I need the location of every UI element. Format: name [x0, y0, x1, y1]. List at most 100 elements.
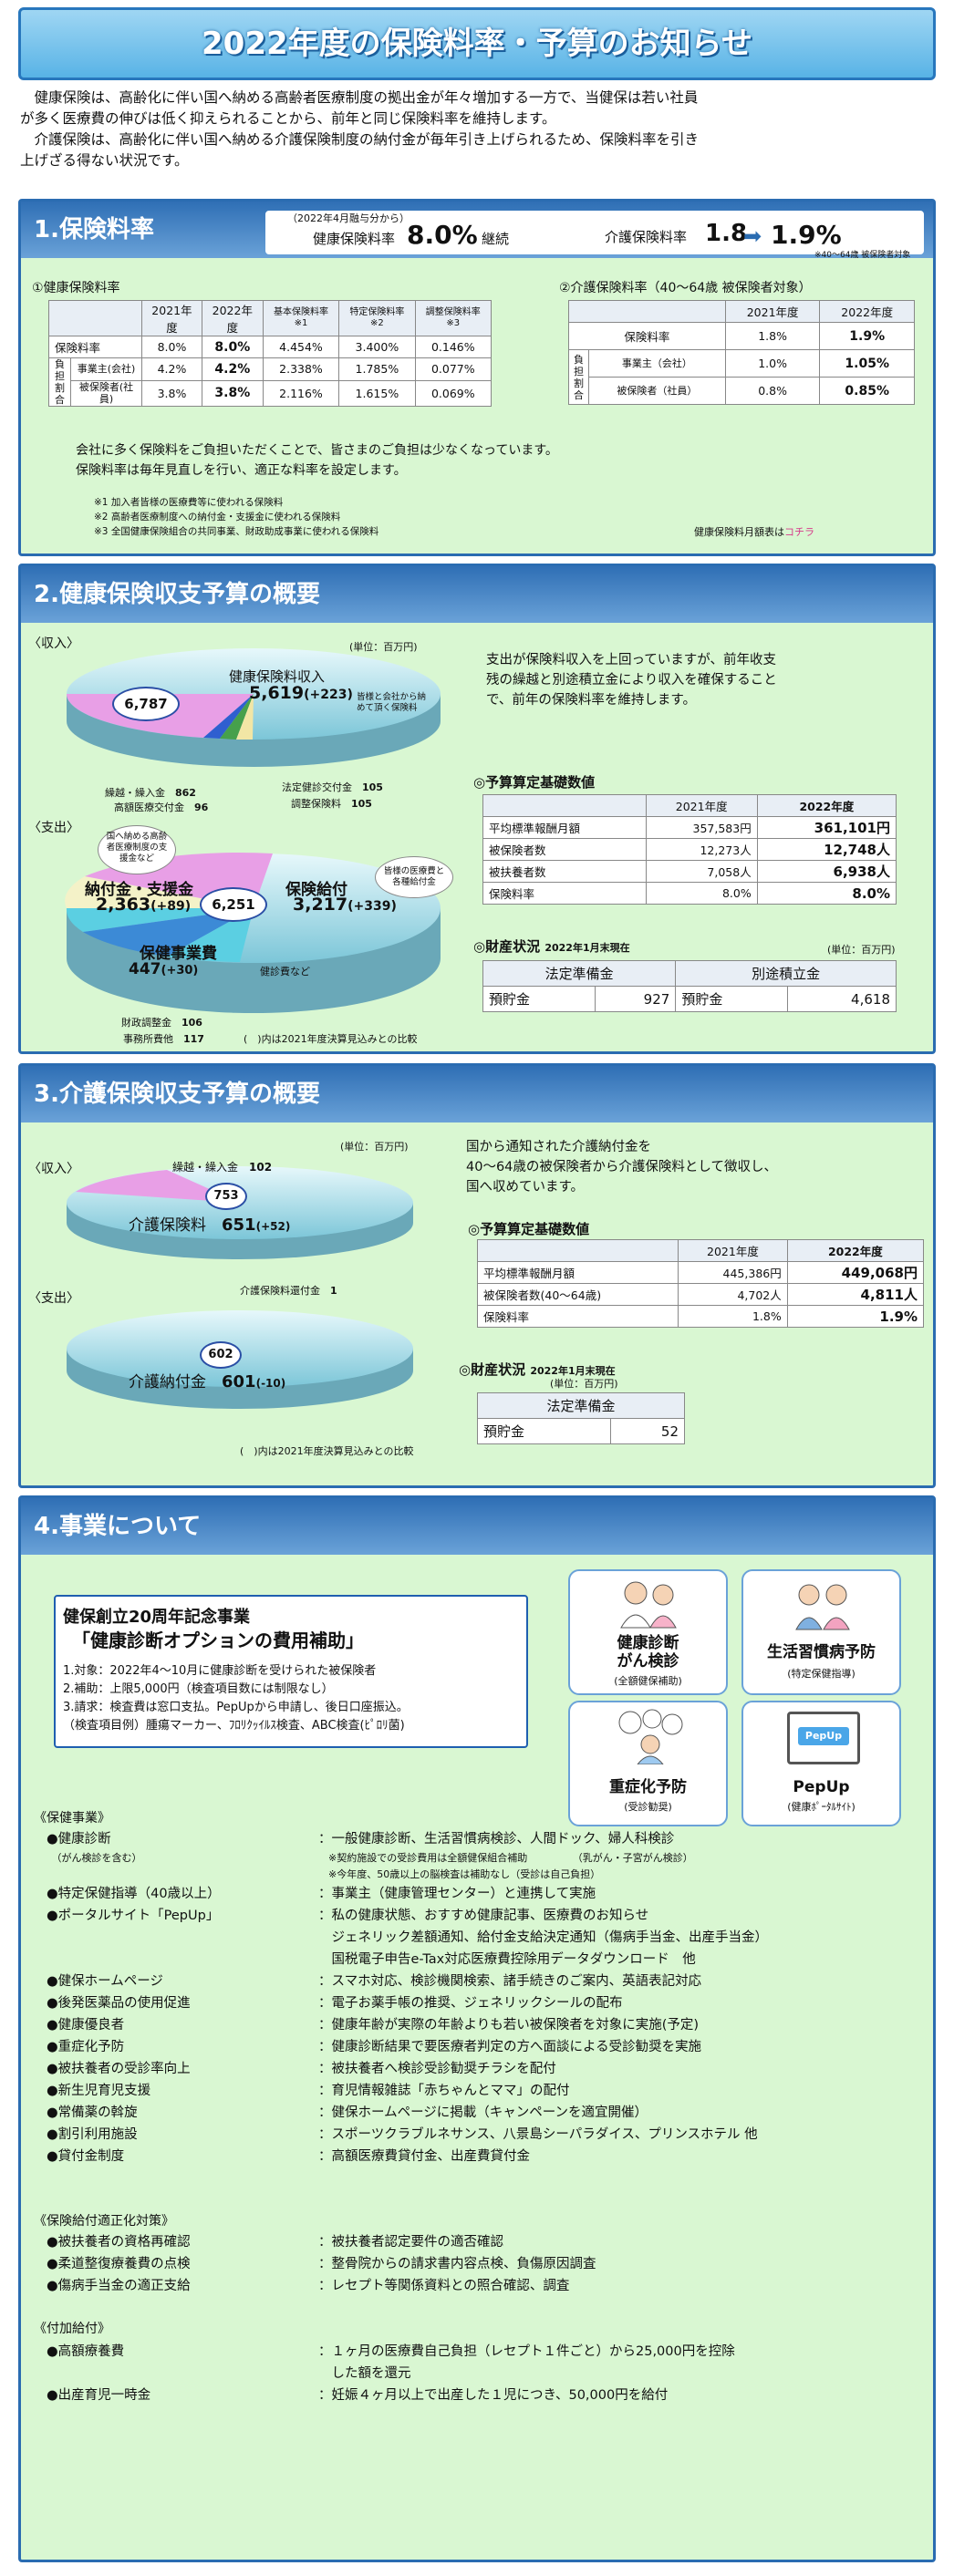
- item-key: ●出産育児一時金: [47, 2388, 151, 2403]
- additional-benefits-title: 《付加給付》: [34, 2322, 110, 2336]
- item-key: （がん検診を含む）: [47, 1852, 142, 1864]
- severity-prevention-card: 重症化予防 (受診勧奨): [568, 1701, 728, 1826]
- health-projects-title: 《保健事業》: [34, 1811, 110, 1826]
- kaigo-rate-note: ※40～64歳 被保険者対象: [814, 251, 911, 260]
- rate-note-1: 会社に多く保険料をご負担いただくことで、皆さまのご負担は少なくなっています。: [76, 443, 558, 458]
- item-value: ：高額医療費貸付金、出産費貸付金: [318, 2149, 530, 2164]
- item-value: ：健康診断結果で要医療者判定の方へ面談による受診勧奨を実施: [318, 2040, 702, 2054]
- item-value: ：私の健康状態、おすすめ健康記事、医療費のお知らせ: [318, 1909, 649, 1923]
- kenpo-rate-value: 8.0%: [407, 220, 478, 250]
- section-3-title: 3.介護保険収支予算の概要: [21, 1066, 933, 1122]
- kenpo-table-title: ①健康保険料率: [32, 281, 120, 295]
- kaigo-finance-table: 法定準備金 預貯金 52: [476, 1392, 685, 1444]
- anniversary-box: 健保創立20周年記念事業 「健康診断オプションの費用補助」 1.対象：2022年…: [54, 1595, 528, 1748]
- item-value: した額を還元: [318, 2366, 411, 2381]
- item-value: ：事業主（健康管理センター）と連携して実施: [318, 1887, 596, 1901]
- kaigo-table-title: ②介護保険料率（40～64歳 被保険者対象）: [559, 281, 812, 295]
- kaigo-basis-table: 2021年度 2022年度 平均標準報酬月額 445,386円 449,068円 被保…: [476, 1239, 925, 1328]
- kenpo-rate-note: 継続: [482, 231, 510, 247]
- footnote: ※3 全国健康保険組合の共同事業、財政助成事業に使われる保険料: [94, 526, 379, 537]
- rate-period: （2022年4月融与分から）: [287, 212, 410, 224]
- item-value: ジェネリック差額通知、給付金支給決定通知（傷病手当金、出産手当金）: [318, 1930, 768, 1945]
- item-value: ：健康年齢が実際の年齢よりも若い被保険者を対象に実施(予定): [318, 2018, 700, 2033]
- section-insurance-rates: 1.保険料率 （2022年4月融与分から） 健康保険料率 8.0% 継続 介護保…: [18, 199, 936, 556]
- item-value: ：スポーツクラブルネサンス、八景島シーパラダイス、プリンスホテル 他: [318, 2127, 758, 2142]
- item-value: ：一般健康診断、生活習慣病検診、人間ドック、婦人科検診: [318, 1832, 675, 1847]
- item-value: ：整骨院からの請求書内容点検、負傷原因調査: [318, 2257, 596, 2271]
- item-key: ●被扶養者の資格再確認: [47, 2235, 191, 2250]
- item-value: ：スマホ対応、検診機関検索、諸手続きのご案内、英語表記対応: [318, 1974, 702, 1989]
- item-key: ●常備薬の斡旋: [47, 2105, 138, 2120]
- link-prefix: 健康保険料月額表は: [694, 526, 784, 538]
- kenpo-expense-c: 保健事業費: [140, 945, 217, 963]
- compare-note: ( )内は2021年度決算見込みとの比較: [244, 1033, 418, 1045]
- item-key: ●特定保健指導（40歳以上）: [47, 1887, 221, 1901]
- item-key: ●ポータルサイト「PepUp」: [47, 1909, 220, 1923]
- basis-title: ◎予算算定基礎数値: [473, 774, 596, 791]
- item-key: ●被扶養者の受診率向上: [47, 2062, 191, 2076]
- item-value: ※契約施設での受診費用は全額健保組合補助 （乳がん・子宮がん検診）: [318, 1852, 693, 1864]
- kenpo-income-main: 健康保険料収入: [229, 668, 326, 685]
- kenpo-expense-total: 6,251: [200, 887, 267, 922]
- kenpo-income-total: 6,787: [112, 687, 180, 721]
- item-key: ●健康診断: [47, 1832, 111, 1847]
- kenpo-income-main-diff: (+223): [304, 688, 353, 702]
- kenpo-expense-b: 保険給付: [285, 881, 347, 899]
- unit-label: (単位：百万円): [349, 641, 418, 653]
- benefit-control-title: 《保険給付適正化対策》: [34, 2214, 174, 2229]
- kenpo-rate-label: 健康保険料率: [313, 231, 396, 247]
- doctor-nurse-icon: [620, 1581, 677, 1629]
- expense-label: 〈支出〉: [28, 821, 79, 835]
- item-key: ●後発医薬品の使用促進: [47, 1996, 191, 2011]
- kenpo-rate-table: 2021年度 2022年度 基本保険料率※1 特定保険料率※2 調整保険料率※3 保険料…: [47, 300, 493, 408]
- kenpo-basis-table: 2021年度 2022年度 平均標準報酬月額 357,583円 361,101円 被保…: [482, 794, 897, 905]
- kenpo-expense-c-note: 健診費など: [260, 966, 310, 978]
- monthly-table-link[interactable]: 健康保険料月額表はコチラ: [694, 524, 814, 539]
- kenpo-expense-b-note: 皆様の医療費と各種給付金: [375, 856, 453, 898]
- item-key: ●新生児育児支援: [47, 2084, 151, 2098]
- kaigo-rate-old: 1.8: [705, 220, 748, 247]
- item-value: ：育児情報雑誌「赤ちゃんとママ」の配付: [318, 2084, 570, 2098]
- footnote: ※2 高齢者医療制度への納付金・支援金に使われる保険料: [94, 512, 341, 522]
- item-value: ：妊娠４ヶ月以上で出産した１児につき、50,000円を給付: [318, 2388, 669, 2403]
- kaigo-rate-table: 2021年度 2022年度 保険料率 1.8% 1.9% 負担割合 事業主（会社） 1.0…: [568, 300, 915, 405]
- footnote: ※1 加入者皆様の医療費等に使われる保険料: [94, 497, 284, 508]
- kenpo-finance-table: 法定準備金 別途積立金 預貯金 927 預貯金 4,618: [482, 960, 897, 1012]
- intro-line: 介護保険は、高齢化に伴い国へ納める介護保険制度の納付金が毎年引き上げられるため、…: [20, 131, 700, 148]
- item-value: ：１ヶ月の医療費自己負担（レセプト１件ごと）から25,000円を控除: [318, 2344, 735, 2359]
- kaigo-rate-new: 1.9%: [771, 220, 842, 250]
- medical-check-icon: [618, 1709, 683, 1764]
- checkup-card: 健康診断 がん検診 (全額健保補助): [568, 1569, 728, 1695]
- page-title: 2022年度の保険料率・予算のお知らせ: [18, 7, 936, 80]
- arrow-right-icon: ➡: [743, 223, 762, 249]
- consultation-icon: [795, 1584, 850, 1630]
- intro-text: 健康保険は、高齢化に伴い国へ納める高齢者医療制度の拠出金が年々増加する一方で、当…: [20, 88, 932, 171]
- item-key: ●高額療養費: [47, 2344, 125, 2359]
- kenpo-income-main-val: 5,619: [249, 683, 305, 703]
- section-4-title: 4.事業について: [21, 1498, 933, 1555]
- pepup-card[interactable]: PepUp PepUp (健康ﾎﾟｰﾀﾙｻｲﾄ): [741, 1701, 901, 1826]
- item-key: ●重症化予防: [47, 2040, 125, 2054]
- item-value: ：健保ホームページに掲載（キャンペーンを適宜開催）: [318, 2105, 648, 2120]
- item-key: ●健康優良者: [47, 2018, 125, 2033]
- kenpo-expense-a: 納付金・支援金: [85, 881, 193, 899]
- link-word[interactable]: コチラ: [784, 526, 814, 538]
- kaigo-income-total: 753: [205, 1183, 247, 1210]
- rate-note-2: 保険料率は毎年見直しを行い、適正な料率を設定します。: [76, 463, 407, 478]
- section-kenpo-budget: 2.健康保険収支予算の概要 〈収入〉 (単位：百万円) 6,787 健康保険料収…: [18, 564, 936, 1054]
- rate-summary-box: （2022年4月融与分から） 健康保険料率 8.0% 継続 介護保険料率 1.8…: [265, 211, 924, 260]
- lifestyle-card: 生活習慣病予防 (特定保健指導): [741, 1569, 901, 1695]
- item-value: ：被扶養者認定要件の適否確認: [318, 2235, 503, 2250]
- item-value: ：レセプト等関係資料との照合確認、調査: [318, 2279, 570, 2293]
- intro-line: 健康保険は、高齢化に伴い国へ納める高齢者医療制度の拠出金が年々増加する一方で、当…: [20, 89, 699, 106]
- item-value: ：電子お薬手帳の推奨、ジェネリックシールの配布: [318, 1996, 623, 2011]
- intro-line: 上げざる得ない状況です。: [20, 152, 189, 169]
- kaigo-income-label: 〈収入〉: [28, 1162, 79, 1176]
- item-value: ※今年度、50歳以上の脳検査は補助なし（受診は自己負担）: [318, 1868, 601, 1880]
- intro-line: が多く医療費の伸びは低く抑えられることから、前年と同じ保険料率を維持します。: [20, 110, 556, 127]
- kenpo-income-note: 皆様と会社から納めて頂く保険料: [357, 692, 427, 713]
- kaigo-expense-label: 〈支出〉: [28, 1291, 79, 1306]
- item-key: ●貸付金制度: [47, 2149, 125, 2164]
- section-kaigo-budget: 3.介護保険収支予算の概要 〈収入〉 (単位：百万円) 繰越・繰入金 102 7…: [18, 1063, 936, 1488]
- item-value: 国税電子申告e-Tax対応医療費控除用データダウンロード 他: [318, 1952, 696, 1967]
